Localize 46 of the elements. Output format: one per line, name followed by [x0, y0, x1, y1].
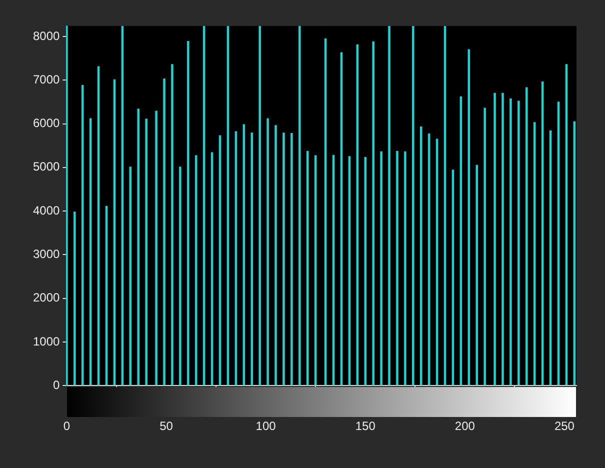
x-tick-label: 200 [454, 419, 476, 434]
y-tick-label: 3000 [32, 246, 60, 261]
bar [510, 98, 512, 386]
y-tick-label: 1000 [32, 334, 60, 348]
bar [372, 41, 374, 386]
bar [145, 118, 148, 386]
bar [250, 132, 253, 386]
bar [155, 110, 158, 386]
x-tick-label: 100 [256, 419, 276, 434]
bar [494, 92, 496, 386]
bar [171, 64, 174, 386]
x-tick-label: 0 [63, 419, 70, 434]
x-tick-label: 150 [355, 419, 376, 434]
bar [282, 132, 285, 386]
bar [298, 26, 301, 386]
bar [476, 164, 478, 386]
bar [380, 151, 382, 386]
y-tick-label: 7000 [32, 72, 60, 86]
bar [74, 212, 76, 386]
bar [179, 166, 182, 386]
bar [137, 108, 140, 386]
y-tick-label: 2000 [32, 290, 60, 305]
y-tick-label: 5000 [32, 160, 60, 174]
x-tick-label: 50 [160, 419, 174, 434]
bar [502, 92, 504, 386]
bar [266, 118, 269, 386]
bar [404, 151, 406, 386]
x-tick-label: 250 [554, 419, 575, 434]
bar [396, 150, 398, 386]
bar [412, 26, 414, 386]
bar [518, 100, 520, 386]
bar [290, 133, 293, 386]
y-tick-label: 6000 [32, 116, 60, 130]
bar [274, 125, 277, 386]
bar [163, 78, 166, 386]
bar [258, 26, 261, 386]
bar [187, 40, 190, 386]
y-tick-label: 8000 [32, 28, 60, 43]
y-tick-label: 0 [53, 378, 60, 392]
bar [364, 157, 366, 386]
bar [484, 108, 486, 386]
bar [306, 150, 309, 386]
bar [81, 85, 84, 386]
bar [388, 26, 390, 386]
y-tick-label: 4000 [32, 203, 60, 218]
bar [526, 87, 528, 386]
